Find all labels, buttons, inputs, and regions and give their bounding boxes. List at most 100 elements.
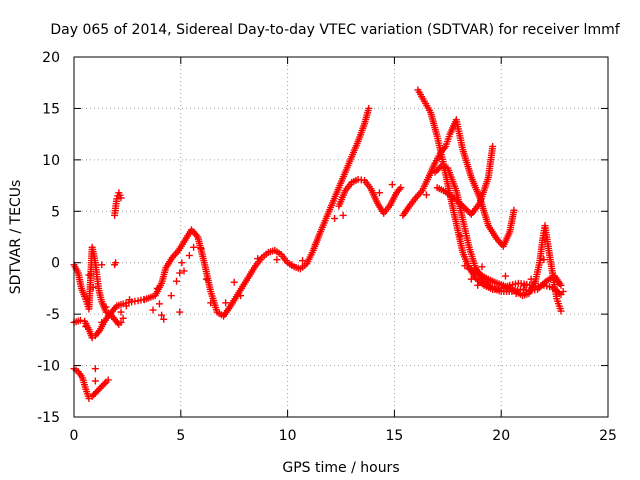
- data-point: [311, 240, 319, 248]
- data-point: [153, 284, 161, 292]
- y-tick-label: 5: [51, 204, 60, 220]
- x-tick-label: 10: [279, 428, 297, 444]
- data-point: [197, 244, 205, 252]
- data-point: [474, 281, 482, 289]
- tick-labels: 0 5 10 15 20 25 -15 -10 -5 0 5 10 15 20: [37, 50, 617, 444]
- data-point: [431, 168, 439, 176]
- data-point: [160, 315, 168, 323]
- data-point: [331, 214, 339, 222]
- data-point: [104, 376, 112, 384]
- y-tick-label: 20: [42, 50, 60, 66]
- x-tick-label: 25: [599, 428, 617, 444]
- data-point: [98, 261, 106, 269]
- data-point: [100, 380, 108, 388]
- data-point: [91, 389, 99, 397]
- data-point: [433, 167, 441, 175]
- data-point: [99, 381, 107, 389]
- x-tick-label: 15: [385, 428, 403, 444]
- data-point: [158, 311, 166, 319]
- data-point: [489, 142, 497, 150]
- data-point: [117, 318, 125, 326]
- data-point: [93, 388, 101, 396]
- data-point: [207, 299, 215, 307]
- x-tick-label: 5: [176, 428, 185, 444]
- data-point: [457, 232, 465, 240]
- data-point: [149, 306, 157, 314]
- data-point: [339, 211, 347, 219]
- data-point: [461, 204, 469, 212]
- data-point: [91, 365, 99, 373]
- data-point: [434, 165, 442, 173]
- data-point: [176, 269, 184, 277]
- data-point: [462, 206, 470, 214]
- data-point: [512, 290, 520, 298]
- data-point: [173, 277, 181, 285]
- data-point: [190, 243, 198, 251]
- y-tick-label: 10: [42, 153, 60, 169]
- axes: [73, 56, 609, 418]
- data-point: [559, 288, 567, 296]
- data-point: [167, 292, 175, 300]
- data-point: [422, 191, 430, 199]
- data-point: [540, 256, 548, 264]
- data-point: [180, 267, 188, 275]
- data-point: [90, 391, 98, 399]
- data-point: [557, 281, 565, 289]
- data-point: [539, 281, 547, 289]
- data-point: [97, 383, 105, 391]
- data-point: [375, 189, 383, 197]
- plot-frame: [73, 56, 609, 418]
- data-point: [237, 292, 245, 300]
- data-point: [126, 296, 134, 304]
- data-point: [112, 259, 120, 267]
- x-tick-label: 0: [70, 428, 79, 444]
- data-point: [76, 316, 84, 324]
- data-point: [273, 256, 281, 264]
- data-point: [119, 314, 127, 322]
- x-tick-label: 20: [492, 428, 510, 444]
- data-point: [254, 255, 262, 263]
- y-axis-label: SDTVAR / TECUs: [8, 180, 24, 295]
- data-point: [113, 195, 121, 203]
- data-point: [82, 322, 90, 330]
- data-point: [461, 262, 469, 270]
- data-point: [288, 261, 296, 269]
- data-point: [85, 271, 93, 279]
- data-point: [527, 275, 535, 283]
- data-point: [501, 272, 509, 280]
- data-point: [122, 302, 130, 310]
- data-point: [365, 104, 373, 112]
- x-axis-label: GPS time / hours: [282, 460, 399, 476]
- data-point: [478, 263, 486, 271]
- y-tick-label: 15: [42, 101, 60, 117]
- data-point: [436, 164, 444, 172]
- y-tick-label: -10: [37, 359, 60, 375]
- data-point: [222, 299, 230, 307]
- data-point: [467, 275, 475, 283]
- data-point: [521, 281, 529, 289]
- data-point: [102, 303, 110, 311]
- data-point: [557, 307, 565, 315]
- data-point: [88, 392, 96, 400]
- data-point: [91, 377, 99, 385]
- data-point: [140, 296, 148, 304]
- data-points: [70, 86, 567, 402]
- data-point: [117, 308, 125, 316]
- data-point: [117, 194, 125, 202]
- data-point: [155, 300, 163, 308]
- data-point: [388, 181, 396, 189]
- data-point: [230, 278, 238, 286]
- data-point: [464, 207, 472, 215]
- data-point: [178, 259, 186, 267]
- data-point: [176, 308, 184, 316]
- grid-lines: [74, 57, 608, 417]
- data-point: [185, 252, 193, 260]
- y-tick-label: 0: [51, 256, 60, 272]
- data-point: [397, 184, 405, 192]
- data-point: [96, 384, 104, 392]
- data-point: [94, 386, 102, 394]
- y-tick-label: -15: [37, 410, 60, 426]
- data-point: [202, 275, 210, 283]
- data-point: [510, 206, 518, 214]
